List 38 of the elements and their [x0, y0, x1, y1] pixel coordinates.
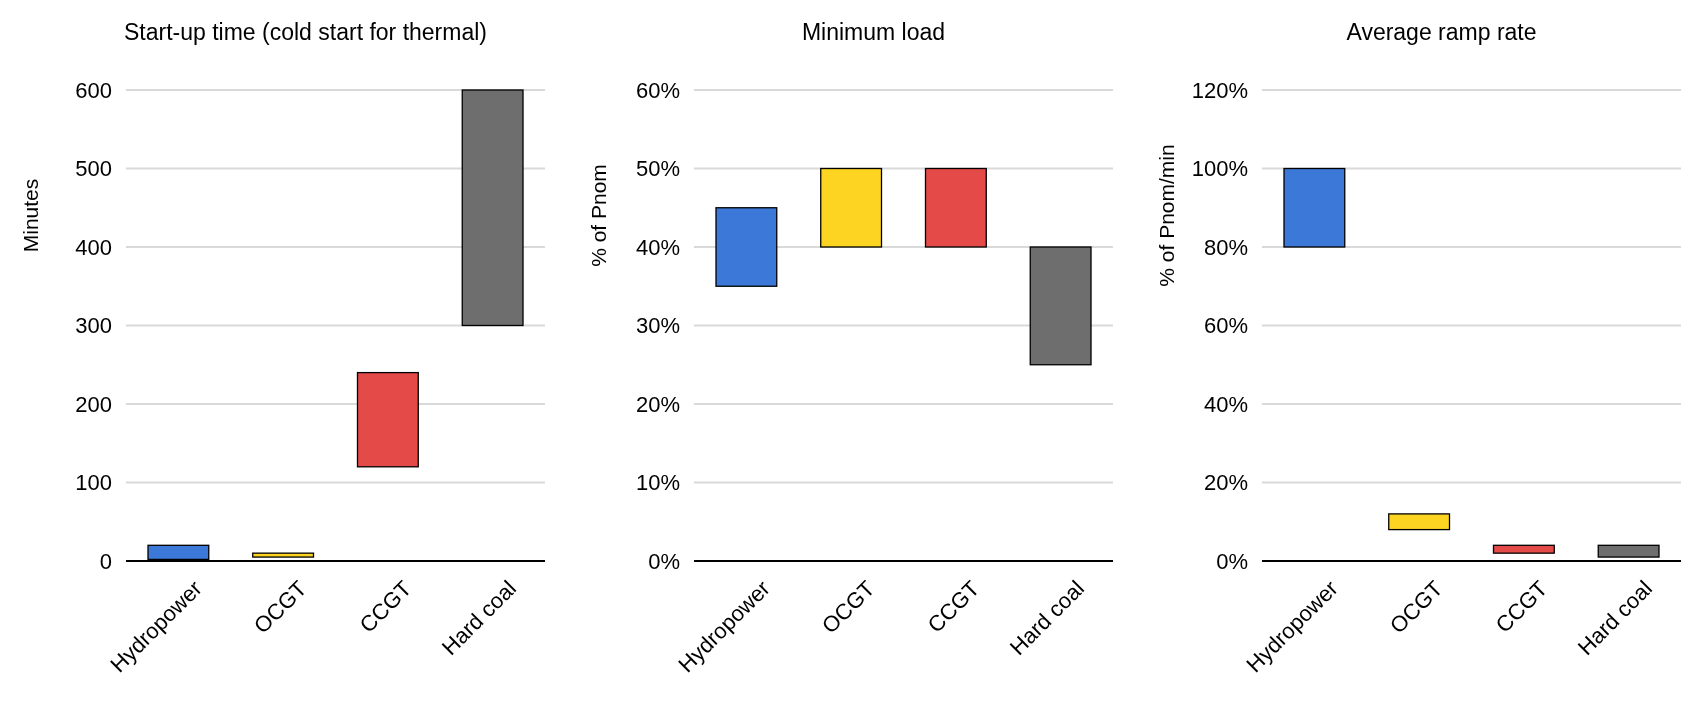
y-tick-label: 10% [635, 470, 680, 496]
bar [715, 207, 778, 287]
y-tick-label: 40% [1203, 391, 1248, 417]
y-tick-label: 100% [1191, 156, 1248, 182]
y-tick-label: 0 [99, 548, 112, 574]
y-tick-label: 200 [75, 391, 112, 417]
bar [1492, 544, 1555, 554]
y-tick-label: 600 [75, 77, 112, 103]
y-axis-title: % of Pnom/min [1155, 144, 1178, 287]
y-axis-title: Minutes [19, 178, 42, 253]
y-tick-label: 120% [1191, 77, 1248, 103]
chart-title: Average ramp rate [1346, 19, 1537, 45]
y-tick-label: 80% [1203, 234, 1248, 260]
y-tick-label: 0% [648, 548, 680, 574]
bar [820, 167, 883, 248]
y-tick-label: 300 [75, 313, 112, 339]
y-tick-label: 20% [635, 391, 680, 417]
bar [356, 371, 419, 468]
bar [461, 89, 524, 327]
y-tick-label: 50% [635, 156, 680, 182]
bar [1597, 544, 1660, 558]
y-tick-label: 100 [75, 470, 112, 496]
bar [252, 552, 315, 558]
y-tick-label: 400 [75, 234, 112, 260]
bar [1283, 167, 1346, 248]
y-tick-label: 20% [1203, 470, 1248, 496]
bar [1388, 513, 1451, 531]
y-tick-label: 60% [635, 77, 680, 103]
y-tick-label: 0% [1216, 548, 1248, 574]
bar [1029, 246, 1092, 366]
bar [924, 167, 987, 248]
y-axis-title: % of Pnom [587, 164, 610, 267]
chart-title: Minimum load [801, 19, 946, 45]
y-tick-label: 30% [635, 313, 680, 339]
chart-title: Start-up time (cold start for thermal) [124, 19, 487, 45]
y-tick-label: 500 [75, 156, 112, 182]
y-tick-label: 40% [635, 234, 680, 260]
y-tick-label: 60% [1203, 313, 1248, 339]
